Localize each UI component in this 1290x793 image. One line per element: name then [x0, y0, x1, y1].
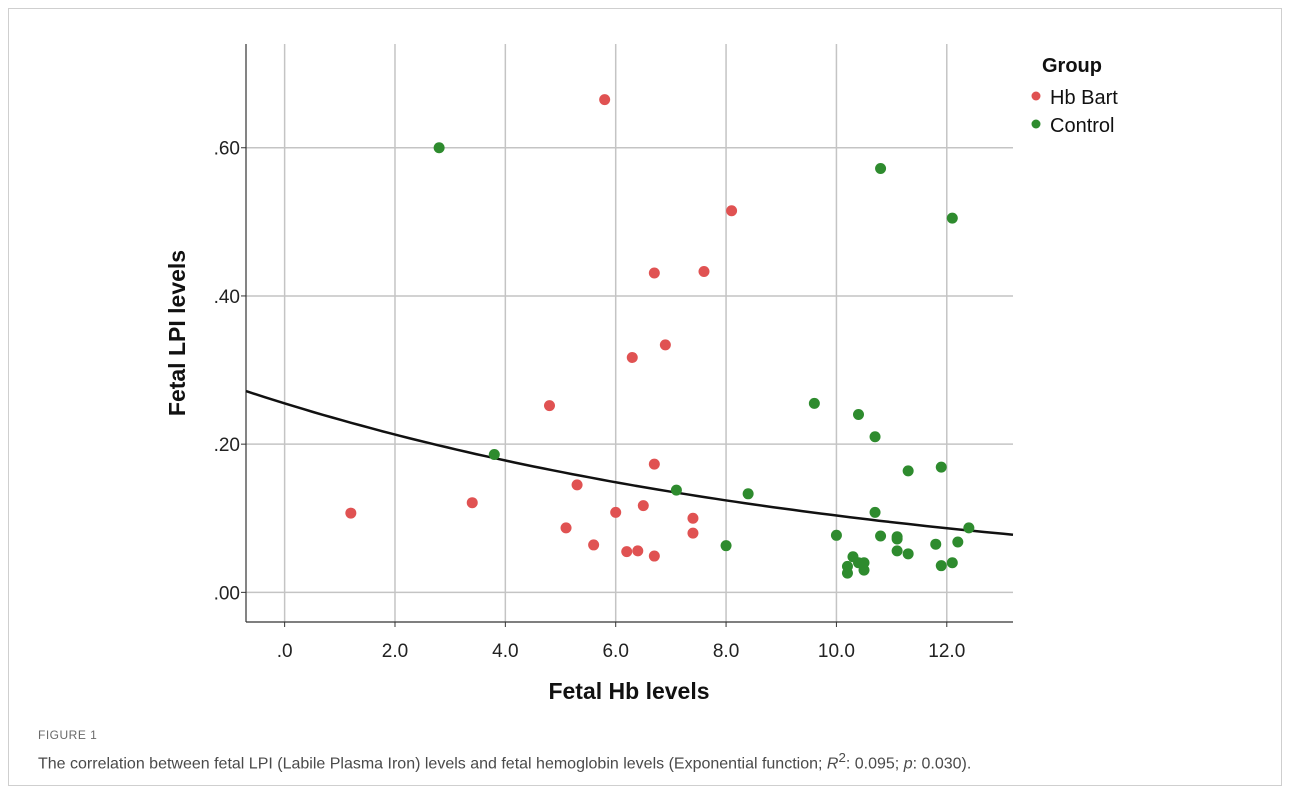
control-point: [720, 540, 732, 552]
control-point: [935, 461, 947, 473]
hb-bart-point: [345, 507, 357, 519]
figure-frame: [8, 8, 1282, 786]
control-point: [946, 212, 958, 224]
hb-bart-point: [637, 500, 649, 512]
hb-bart-point: [588, 539, 600, 551]
axes: [241, 44, 1013, 627]
hb-bart-point: [543, 400, 555, 412]
legend-label-control: Control: [1050, 115, 1114, 137]
r-squared-exponent: 2: [838, 750, 846, 765]
control-point: [875, 162, 887, 174]
control-point: [875, 530, 887, 542]
hb-bart-point: [687, 527, 699, 539]
x-tick-label: 12.0: [928, 641, 965, 662]
control-point: [869, 506, 881, 518]
hb-bart-point: [648, 458, 660, 470]
x-tick-label: .0: [277, 641, 293, 662]
figure-caption: The correlation between fetal LPI (Labil…: [38, 750, 971, 773]
p-symbol: p: [903, 755, 913, 773]
hb-bart-point: [687, 512, 699, 524]
hb-bart-point: [610, 506, 622, 518]
legend-title: Group: [1042, 55, 1102, 77]
x-tick-label: 10.0: [818, 641, 855, 662]
hb-bart-point: [648, 267, 660, 279]
control-point: [742, 488, 754, 500]
hb-bart-point: [632, 545, 644, 557]
grid-lines: [246, 44, 1013, 622]
control-point: [952, 536, 964, 548]
hb-bart-point: [726, 205, 738, 217]
control-point: [935, 560, 947, 572]
hb-bart-point: [571, 479, 583, 491]
y-tick-label: .00: [214, 583, 240, 604]
tick-labels: .0 2.0 4.0 6.0 8.0 10.0 12.0 .00 .20 .40 .60: [214, 139, 966, 662]
hb-bart-point: [648, 550, 660, 562]
control-point: [858, 564, 870, 576]
legend-items: Hb Bart Control: [1031, 87, 1118, 137]
control-point: [902, 548, 914, 560]
x-axis-label: Fetal Hb levels: [548, 678, 709, 704]
caption-text-start: The correlation between fetal LPI (Labil…: [38, 755, 827, 773]
control-point: [433, 142, 445, 154]
control-point: [946, 557, 958, 569]
hb-bart-point: [659, 339, 671, 351]
control-point: [891, 533, 903, 545]
caption-r-value: : 0.095;: [845, 755, 904, 773]
control-point: [808, 397, 820, 409]
hb-bart-point: [599, 94, 611, 106]
hb-bart-point: [698, 265, 710, 277]
hb-bart-point: [466, 497, 478, 509]
control-point: [902, 465, 914, 477]
control-point: [930, 538, 942, 550]
hb-bart-point: [560, 522, 572, 534]
legend-label-hb-bart: Hb Bart: [1050, 87, 1118, 109]
hb-bart-point: [621, 546, 633, 558]
figure-label: FIGURE 1: [38, 728, 98, 742]
control-point: [670, 484, 682, 496]
control-point: [869, 431, 881, 443]
control-point: [963, 522, 975, 534]
x-tick-label: 2.0: [382, 641, 408, 662]
legend-marker-hb-bart: [1031, 91, 1041, 101]
y-axis-label: Fetal LPI levels: [164, 250, 190, 416]
y-tick-label: .20: [214, 435, 240, 456]
y-tick-label: .40: [214, 287, 240, 308]
r-squared-symbol: R: [826, 755, 839, 773]
control-point: [891, 545, 903, 557]
x-tick-label: 4.0: [492, 641, 518, 662]
control-point: [852, 409, 864, 421]
caption-text-end: : 0.030).: [912, 755, 972, 773]
y-tick-label: .60: [214, 139, 240, 160]
hb-bart-point: [626, 351, 638, 363]
fit-curve: [245, 389, 1014, 537]
x-tick-label: 6.0: [602, 641, 628, 662]
legend-marker-control: [1031, 119, 1041, 129]
data-points: [345, 94, 975, 579]
control-point: [488, 449, 500, 461]
control-point: [830, 529, 842, 541]
x-tick-label: 8.0: [713, 641, 739, 662]
control-point: [841, 567, 853, 579]
scatter-chart: .0 2.0 4.0 6.0 8.0 10.0 12.0 .00 .20 .40 .60 Fetal…: [164, 44, 1118, 704]
legend: Group Hb Bart Control: [1031, 55, 1118, 137]
